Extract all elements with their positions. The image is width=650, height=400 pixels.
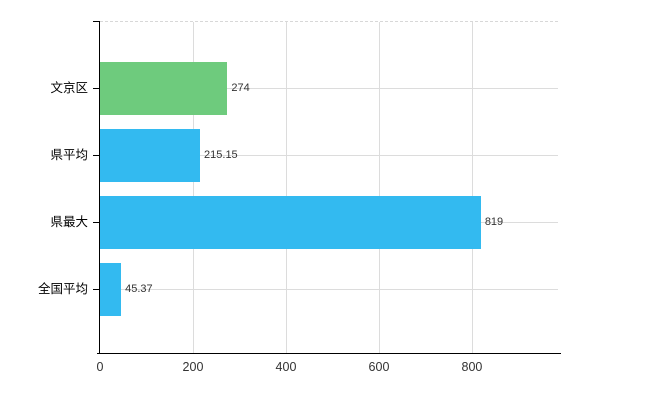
bar-value-label: 215.15 [204,149,238,161]
bar [100,262,122,316]
gridline-vertical [285,22,287,353]
x-axis-tick-label: 800 [461,360,483,374]
y-axis-line [99,21,100,353]
bar-value-label: 45.37 [125,283,153,295]
y-axis-tick [93,155,100,156]
bar [100,61,228,115]
bar-value-label: 819 [484,216,504,228]
bar [100,128,201,182]
bar [100,195,481,249]
gridline-vertical [192,22,194,353]
x-axis-tick-label: 600 [368,360,390,374]
gridline-vertical [471,22,473,353]
bars-layer [100,22,558,354]
y-axis-label: 全国平均 [37,282,88,296]
bar-value-label: 274 [231,82,250,94]
y-axis-label: 県平均 [50,148,88,162]
x-axis-tick-label: 200 [182,360,204,374]
value-labels-layer: 274 215.15 819 45.37 [100,22,558,354]
gridline-horizontal [100,289,558,290]
x-axis-tick-label: 400 [275,360,297,374]
y-axis-end-tick [93,21,100,22]
y-axis-tick [93,289,100,290]
plot-area: 274 215.15 819 45.37 [100,21,558,354]
x-axis-line [97,353,561,354]
gridline-vertical [378,22,380,353]
y-axis-tick [93,222,100,223]
y-axis-label: 県最大 [50,215,88,229]
gridline-horizontal [100,88,558,89]
gridline-horizontal [100,155,558,156]
x-axis-tick-label: 0 [96,360,104,374]
y-axis-label: 文京区 [50,81,88,95]
y-axis-tick [93,88,100,89]
